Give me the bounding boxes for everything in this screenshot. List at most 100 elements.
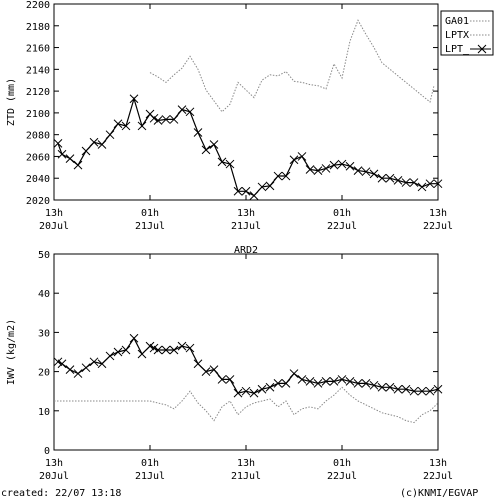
data-point: [361, 379, 371, 388]
data-point: [73, 369, 83, 378]
data-point: [265, 382, 275, 392]
data-point: [233, 388, 243, 398]
data-point: [161, 115, 171, 124]
data-point: [233, 186, 243, 196]
data-point: [257, 182, 267, 192]
data-point: [153, 345, 163, 355]
data-point: [241, 386, 251, 396]
ztd-chart: 2020 2040 2060 2080 2100 2120 2140 2160 2180 2200…: [6, 0, 453, 232]
y-tick-label: 2120: [26, 87, 50, 98]
data-point: [345, 377, 355, 386]
data-point: [393, 176, 403, 185]
data-point: [369, 169, 379, 179]
created-timestamp: created: 22/07 13:18: [1, 488, 122, 499]
data-point: [281, 171, 291, 181]
x-tick-label: 01h: [141, 208, 159, 219]
x-tick-label: 01h: [141, 458, 159, 469]
data-point: [185, 107, 195, 117]
data-point: [57, 359, 67, 369]
data-point: [393, 384, 403, 394]
plot-frame: [53, 253, 439, 451]
data-point: [313, 379, 323, 388]
series-line-lpt: [57, 337, 439, 394]
data-point: [297, 152, 307, 161]
x-tick-date-label: 21Jul: [231, 471, 261, 482]
data-point: [401, 178, 411, 187]
data-point: [153, 116, 163, 125]
y-tick-label: 2180: [26, 22, 50, 33]
y-tick-label: 2040: [26, 174, 50, 185]
x-tick-date-label: 22Jul: [327, 471, 357, 482]
data-point: [337, 159, 347, 169]
data-point: [273, 379, 283, 388]
data-point: [249, 388, 259, 398]
data-point: [201, 367, 211, 376]
data-point: [241, 186, 251, 196]
iwv-chart: 0 10 20 30 40 50 13h 20Jul 01h 21Jul 13h 21Jul 01h 22…: [6, 245, 453, 482]
y-axis-label: ZTD (mm): [6, 78, 17, 126]
x-tick-label: 13h: [45, 208, 63, 219]
data-point: [433, 179, 443, 189]
data-point: [361, 167, 371, 177]
data-point: [81, 363, 91, 373]
legend-box: [440, 10, 494, 56]
data-point: [417, 386, 427, 396]
data-point: [129, 94, 139, 104]
data-point: [329, 160, 339, 170]
data-point: [65, 365, 75, 374]
data-point: [113, 119, 123, 129]
data-point: [425, 386, 435, 396]
series-line-ga01: [54, 386, 439, 424]
x-tick-date-label: 22Jul: [423, 221, 453, 232]
data-point: [313, 166, 323, 175]
data-point: [105, 351, 115, 361]
data-point: [89, 357, 99, 367]
data-point: [281, 379, 291, 388]
y-tick-label: 2140: [26, 65, 50, 76]
data-point: [209, 140, 219, 149]
data-point: [337, 375, 347, 384]
x-tick-label: 13h: [429, 458, 447, 469]
x-tick-date-label: 20Jul: [39, 221, 69, 232]
data-point: [129, 333, 139, 343]
data-point: [209, 365, 219, 374]
y-tick-label: 10: [38, 407, 50, 418]
data-point: [289, 369, 299, 378]
data-point: [425, 179, 435, 189]
data-point: [193, 359, 203, 369]
data-point: [177, 105, 187, 114]
x-tick-label: 01h: [333, 458, 351, 469]
data-point: [289, 155, 299, 165]
y-tick-label: 2100: [26, 109, 50, 120]
chart-title: ARD2: [234, 245, 258, 256]
data-point: [149, 113, 159, 123]
data-point: [65, 154, 75, 163]
x-tick-label: 13h: [237, 208, 255, 219]
data-point: [169, 115, 179, 124]
data-point: [81, 146, 91, 156]
data-point: [345, 161, 355, 171]
data-point: [137, 121, 147, 131]
data-point: [121, 121, 131, 131]
data-point: [225, 375, 235, 384]
x-tick-label: 01h: [333, 208, 351, 219]
data-point: [73, 160, 83, 170]
series-line-lpt: [57, 96, 438, 197]
data-point: [401, 384, 411, 394]
y-axis-label: IWV (kg/m2): [6, 319, 17, 385]
x-tick-date-label: 21Jul: [231, 221, 261, 232]
data-point: [385, 173, 395, 183]
data-point: [105, 130, 115, 140]
x-tick-label: 13h: [45, 458, 63, 469]
series-line-lptx: [149, 19, 435, 113]
data-point: [97, 140, 107, 149]
data-point: [57, 149, 67, 159]
copyright-credit: (c)KNMI/EGVAP: [400, 488, 479, 499]
x-tick-date-label: 20Jul: [39, 471, 69, 482]
data-point: [89, 137, 99, 147]
data-point: [273, 171, 283, 181]
y-tick-label: 30: [38, 328, 50, 339]
legend: GA01 LPTX LPT_: [440, 10, 494, 56]
data-point: [321, 377, 331, 386]
